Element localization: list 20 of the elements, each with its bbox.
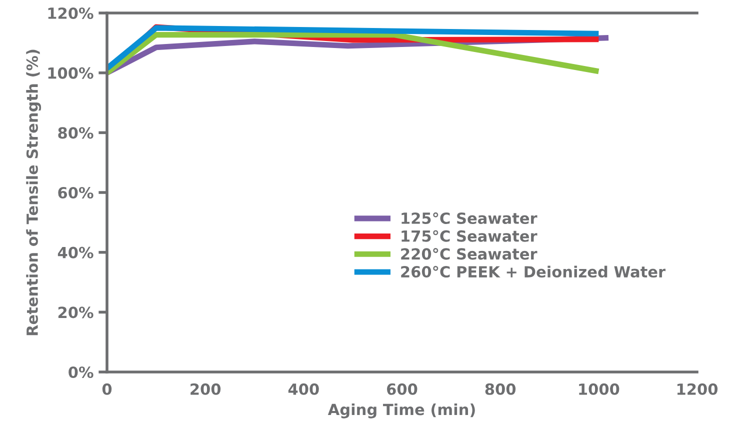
y-tick-label: 0%	[68, 366, 94, 378]
legend-label: 175°C Seawater	[402, 230, 538, 242]
y-tick-label: 20%	[58, 306, 94, 318]
y-tick-label: 60%	[58, 186, 94, 199]
x-tick-label: 1200	[677, 383, 718, 395]
x-tick-label: 400	[288, 383, 319, 395]
legend-label: 125°C Seawater	[402, 212, 538, 224]
x-tick-label: 200	[190, 383, 221, 395]
x-tick-label: 1000	[579, 383, 620, 395]
x-tick-label: 0	[102, 383, 112, 395]
y-axis-title: Retention of Tensile Strength (%)	[26, 50, 42, 336]
legend-label: 260°C PEEK + Deionized Water	[401, 266, 666, 278]
y-tick-label: 100%	[48, 67, 94, 79]
legend-label: 220°C Seawater	[401, 248, 538, 260]
x-tick-label: 600	[387, 383, 418, 395]
x-tick-label: 800	[485, 383, 516, 395]
y-tick-label: 120%	[48, 7, 94, 20]
x-axis-title: Aging Time (min)	[328, 403, 475, 418]
y-tick-label: 80%	[58, 127, 94, 139]
y-tick-label: 40%	[58, 246, 94, 258]
